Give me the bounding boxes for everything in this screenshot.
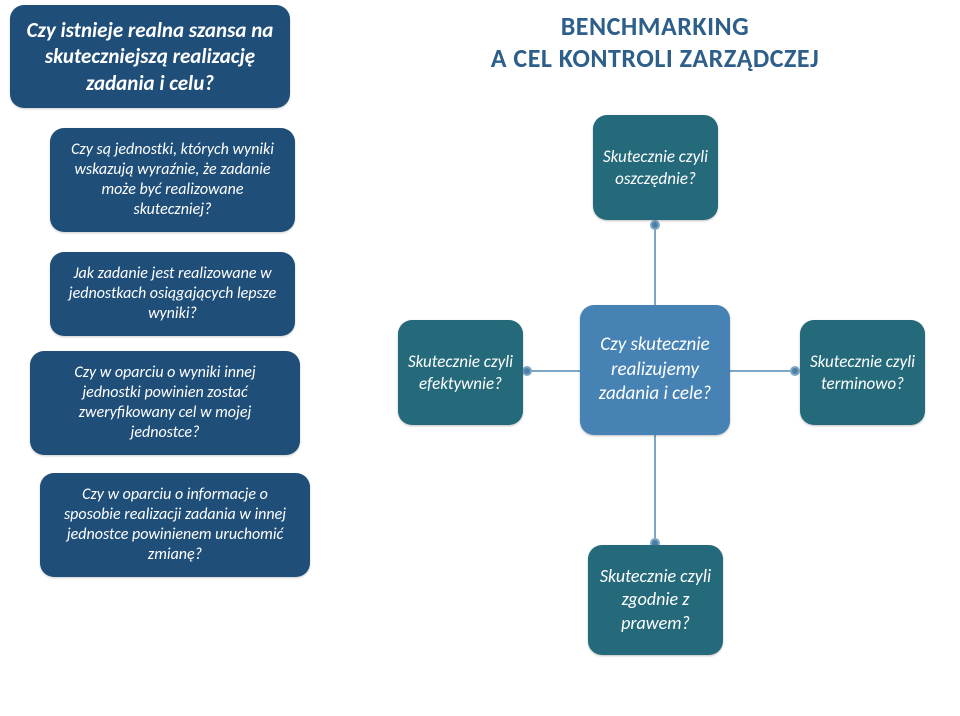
- node-left: Skutecznie czyli efektywnie?: [398, 320, 523, 425]
- node-bottom: Skutecznie czyli zgodnie z prawem?: [588, 545, 723, 655]
- question-box-units: Czy są jednostki, których wyniki wskazuj…: [50, 128, 295, 232]
- node-top: Skutecznie czyli oszczędnie?: [593, 115, 718, 220]
- question-box-verify: Czy w oparciu o wyniki innej jednostki p…: [30, 351, 300, 455]
- question-box-change: Czy w oparciu o informacje o sposobie re…: [40, 473, 310, 577]
- question-box-main: Czy istnieje realna szansa na skutecznie…: [10, 5, 290, 108]
- node-right: Skutecznie czyli terminowo?: [800, 320, 925, 425]
- diagram-area: BENCHMARKING A CEL KONTROLI ZARZĄDCZEJ S…: [330, 5, 950, 711]
- node-center: Czy skutecznie realizujemy zadania i cel…: [580, 305, 730, 435]
- question-box-how: Jak zadanie jest realizowane w jednostka…: [50, 252, 295, 336]
